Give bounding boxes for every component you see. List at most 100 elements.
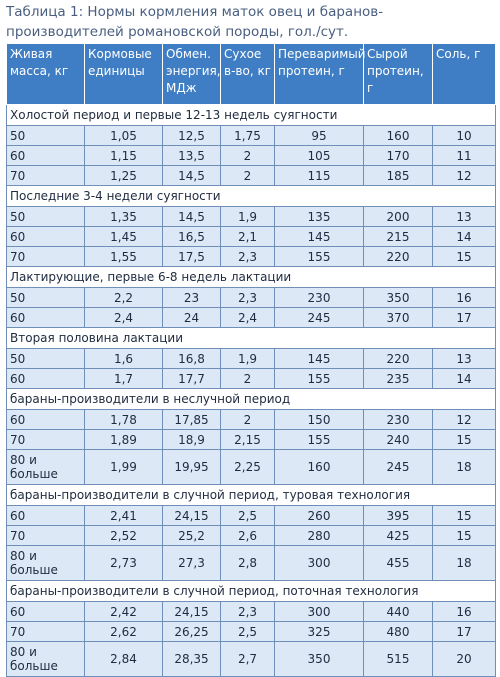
table-cell: 14 — [432, 226, 496, 247]
section-title: Вторая половина лактации — [6, 327, 496, 349]
table-cell: 515 — [363, 641, 433, 677]
table-cell: 2,8 — [220, 545, 275, 581]
table-cell: 370 — [363, 307, 433, 328]
header-crude-protein: Сырой протеин, г — [363, 43, 433, 105]
table-cell: 14,5 — [162, 206, 221, 227]
table-cell: 23 — [162, 287, 221, 308]
table-cell: 17,7 — [162, 368, 221, 389]
table-cell: 12 — [432, 409, 496, 430]
table-cell: 2 — [220, 409, 275, 430]
table-cell: 1,25 — [84, 165, 163, 186]
table-cell: 105 — [274, 145, 364, 166]
section-row: бараны-производители в случной период, п… — [6, 580, 496, 602]
header-digestible-protein: Переваримый протеин, г — [274, 43, 366, 105]
table-cell: 2,3 — [220, 246, 275, 267]
table-caption: Таблица 1: Нормы кормления маток овец и … — [6, 4, 384, 40]
table-cell: 1,7 — [84, 368, 163, 389]
table-cell: 2,6 — [220, 525, 275, 546]
table-cell: 28,35 — [162, 641, 221, 677]
table-cell: 2,15 — [220, 429, 275, 450]
table-row: 60 1,7 17,7 2 155 235 14 — [6, 368, 496, 389]
table-cell: 245 — [274, 307, 364, 328]
table-cell: 2,7 — [220, 641, 275, 677]
table-cell: 13 — [432, 348, 496, 369]
section-title: бараны-производители в неслучной период — [6, 388, 496, 410]
table-cell: 1,99 — [84, 449, 163, 485]
table-cell: 240 — [363, 429, 433, 450]
table-cell: 24 — [162, 307, 221, 328]
table-cell: 160 — [363, 125, 433, 146]
table-cell: 10 — [432, 125, 496, 146]
table-cell: 480 — [363, 621, 433, 642]
table-cell: 300 — [274, 601, 364, 622]
table-cell: 1,15 — [84, 145, 163, 166]
table-cell: 16 — [432, 287, 496, 308]
table-cell: 18 — [432, 449, 496, 485]
table-cell: 60 — [6, 368, 85, 389]
table-cell: 15 — [432, 246, 496, 267]
section-title: Лактирующие, первые 6-8 недель лактации — [6, 266, 496, 288]
table-cell: 12 — [432, 165, 496, 186]
table-row: 70 2,52 25,2 2,6 280 425 15 — [6, 525, 496, 546]
table-cell: 2,62 — [84, 621, 163, 642]
table-cell: 150 — [274, 409, 364, 430]
table-cell: 2,25 — [220, 449, 275, 485]
table-row: 50 2,2 23 2,3 230 350 16 — [6, 287, 496, 308]
section-row: бараны-производители в случной период, т… — [6, 484, 496, 506]
feeding-norms-table: Живая масса, кг Кормовые единицы Обмен. … — [6, 43, 496, 677]
table-cell: 2,42 — [84, 601, 163, 622]
table-cell: 1,05 — [84, 125, 163, 146]
table-cell: 60 — [6, 307, 85, 328]
section-row: бараны-производители в неслучной период — [6, 388, 496, 410]
table-cell: 185 — [363, 165, 433, 186]
table-cell: 70 — [6, 246, 85, 267]
header-salt: Соль, г — [432, 43, 496, 105]
table-cell: 280 — [274, 525, 364, 546]
table-cell: 50 — [6, 125, 85, 146]
table-cell: 2,4 — [84, 307, 163, 328]
table-cell: 14,5 — [162, 165, 221, 186]
section-row: Последние 3-4 недели суягности — [6, 185, 496, 207]
table-cell: 16,8 — [162, 348, 221, 369]
table-cell: 2 — [220, 145, 275, 166]
table-cell: 17 — [432, 307, 496, 328]
section-title: Холостой период и первые 12-13 недель су… — [6, 104, 496, 126]
table-cell: 2 — [220, 165, 275, 186]
table-cell: 2,3 — [220, 601, 275, 622]
table-row: 70 1,25 14,5 2 115 185 12 — [6, 165, 496, 186]
table-cell: 13,5 — [162, 145, 221, 166]
table-row: 60 2,4 24 2,4 245 370 17 — [6, 307, 496, 328]
table-cell: 325 — [274, 621, 364, 642]
table-cell: 155 — [274, 429, 364, 450]
table-row: 70 1,55 17,5 2,3 155 220 15 — [6, 246, 496, 267]
table-cell: 350 — [274, 641, 364, 677]
table-cell: 1,78 — [84, 409, 163, 430]
table-cell: 12,5 — [162, 125, 221, 146]
table-cell: 440 — [363, 601, 433, 622]
table-cell: 115 — [274, 165, 364, 186]
table-cell: 230 — [274, 287, 364, 308]
table-cell: 50 — [6, 206, 85, 227]
table-cell: 1,35 — [84, 206, 163, 227]
table-cell: 155 — [274, 368, 364, 389]
table-cell: 24,15 — [162, 505, 221, 526]
table-cell: 350 — [363, 287, 433, 308]
table-cell: 70 — [6, 429, 85, 450]
table-cell: 70 — [6, 621, 85, 642]
table-cell: 20 — [432, 641, 496, 677]
table-row: 80 и больше 2,84 28,35 2,7 350 515 20 — [6, 641, 496, 677]
table-cell: 395 — [363, 505, 433, 526]
table-cell: 1,45 — [84, 226, 163, 247]
table-cell: 215 — [363, 226, 433, 247]
table-cell: 1,9 — [220, 348, 275, 369]
section-row: Холостой период и первые 12-13 недель су… — [6, 104, 496, 126]
table-cell: 60 — [6, 409, 85, 430]
table-cell: 2,41 — [84, 505, 163, 526]
table-row: 70 2,62 26,25 2,5 325 480 17 — [6, 621, 496, 642]
table-cell: 2,5 — [220, 505, 275, 526]
table-cell: 17,85 — [162, 409, 221, 430]
table-cell: 50 — [6, 287, 85, 308]
table-cell: 135 — [274, 206, 364, 227]
table-cell: 1,9 — [220, 206, 275, 227]
table-cell: 2,52 — [84, 525, 163, 546]
